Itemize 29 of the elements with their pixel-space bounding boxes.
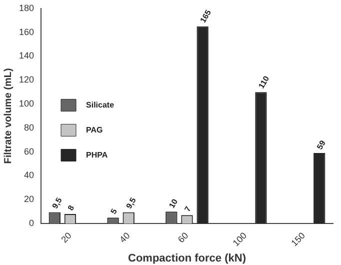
x-tick-label: 150 [289, 230, 307, 248]
y-tick-label: 120 [18, 74, 34, 85]
data-label: 59 [315, 138, 328, 152]
data-label: 9,5 [50, 196, 64, 210]
y-tick-label: 0 [29, 218, 34, 228]
data-label: 7 [182, 204, 194, 214]
x-tick-label: 60 [176, 230, 190, 245]
data-label: 165 [198, 8, 214, 24]
x-tick-label: 100 [230, 230, 249, 248]
data-label: 10 [167, 197, 180, 210]
y-tick-label: 140 [18, 50, 34, 61]
x-tick-label: 40 [118, 230, 132, 245]
y-tick-label: 100 [18, 98, 34, 109]
y-tick-label: 80 [24, 122, 34, 132]
data-label: 9,5 [124, 196, 138, 210]
legend-label: PHPA [86, 150, 108, 160]
data-label: 110 [256, 74, 272, 90]
x-tick-label: 20 [59, 230, 74, 245]
y-tick-label: 20 [24, 194, 34, 204]
data-label: 8 [66, 203, 76, 212]
y-tick-label: 180 [18, 2, 34, 13]
y-tick-label: 40 [24, 170, 34, 180]
x-axis-title: Compaction force (kN) [128, 252, 246, 264]
legend-label: PAG [86, 125, 103, 134]
data-label: 5 [108, 206, 120, 216]
y-axis-title: Filtrate volume (mL) [2, 68, 14, 164]
y-tick-label: 60 [24, 146, 34, 156]
legend-label: Silicate [86, 100, 115, 110]
y-tick-label: 160 [18, 26, 34, 37]
